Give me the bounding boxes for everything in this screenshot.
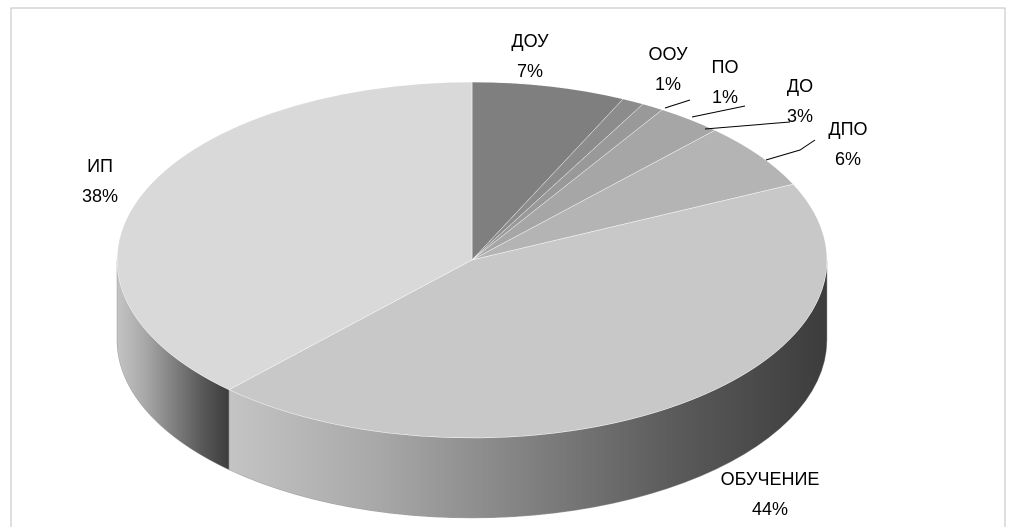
pie-slice: [116, 81, 473, 391]
value-label: 38%: [82, 186, 118, 206]
value-label: 1%: [712, 87, 738, 107]
category-label: ДПО: [828, 119, 867, 139]
category-label: ОБУЧЕНИЕ: [721, 469, 820, 489]
leader-line: [664, 99, 691, 109]
category-label: ПО: [712, 57, 739, 77]
category-label: ДО: [787, 76, 813, 96]
value-label: 3%: [787, 106, 813, 126]
category-label: ДОУ: [511, 31, 549, 51]
leader-line: [704, 121, 791, 130]
pie-slice: [471, 129, 794, 261]
value-label: 1%: [655, 74, 681, 94]
category-label: ООУ: [648, 44, 688, 64]
value-label: 7%: [517, 61, 543, 81]
category-label: ИП: [87, 156, 113, 176]
value-label: 44%: [752, 499, 788, 519]
leader-line: [691, 105, 746, 118]
pie-slice: [471, 81, 624, 261]
value-label: 6%: [835, 149, 861, 169]
pie-slice: [228, 183, 828, 439]
leader-line: [765, 139, 816, 161]
